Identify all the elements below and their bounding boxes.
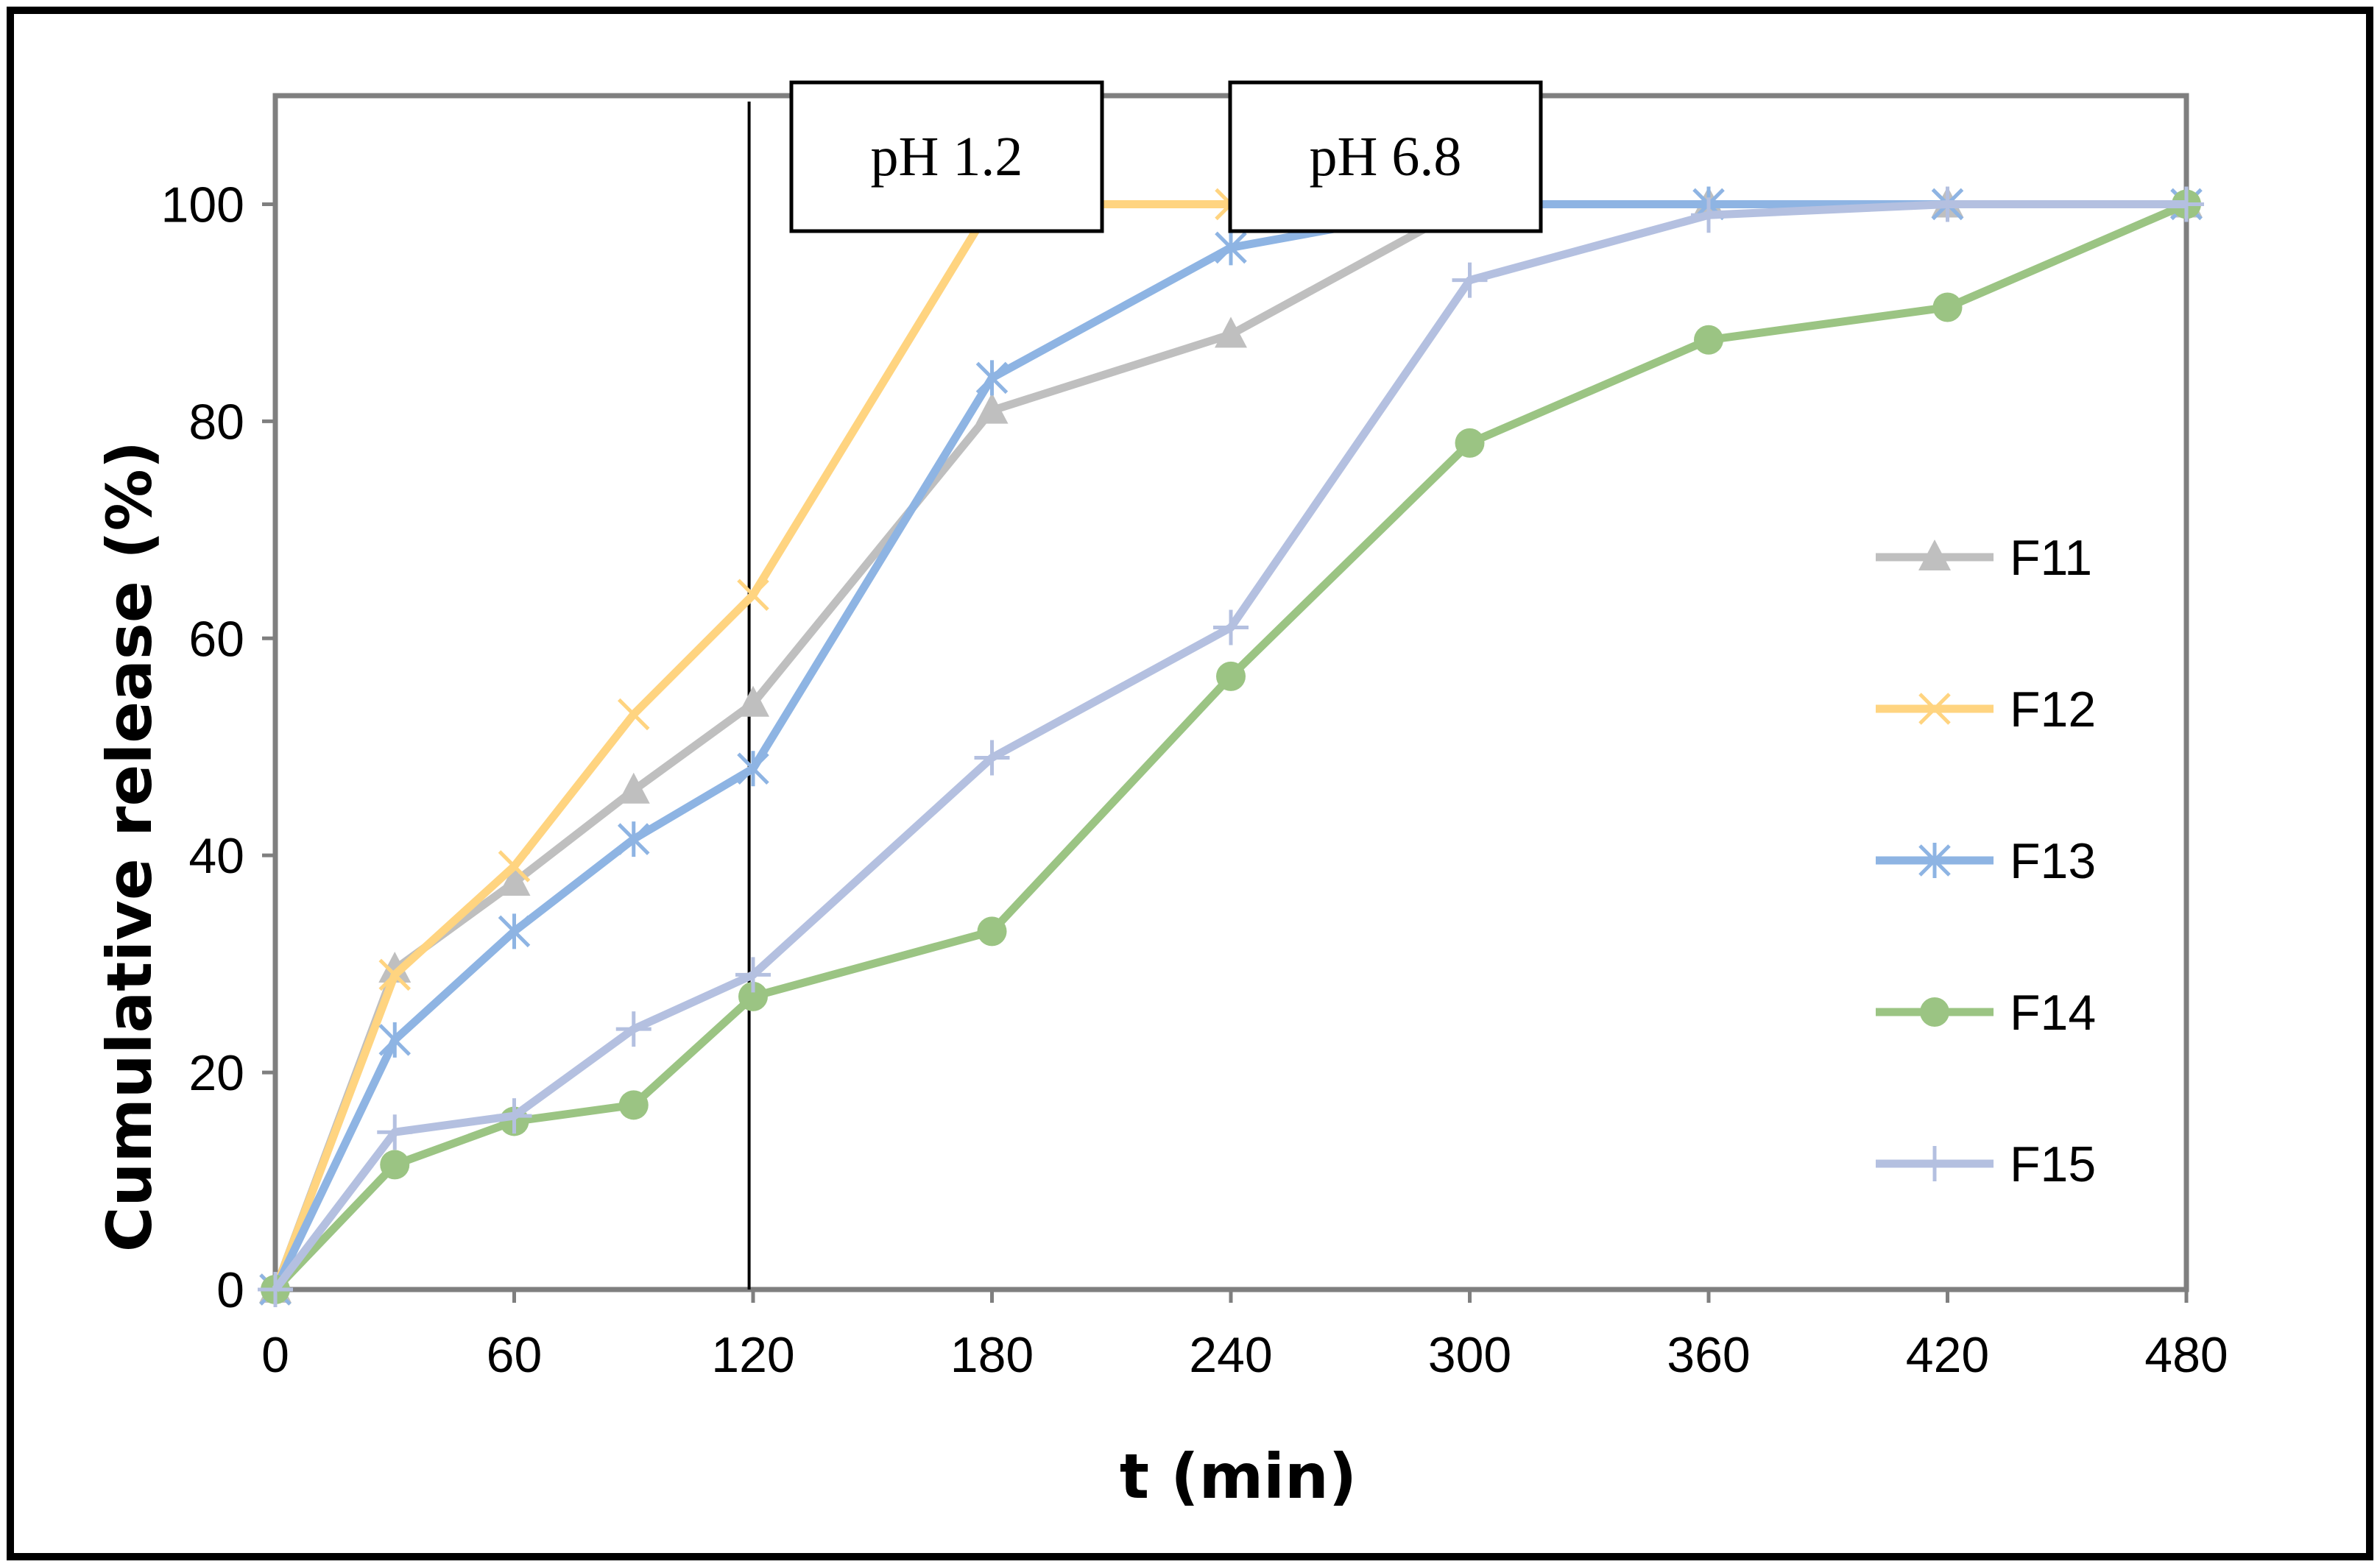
data-point-f14 <box>738 981 768 1011</box>
data-point-f12 <box>498 850 531 882</box>
data-point-f13 <box>617 821 650 857</box>
x-tick-label: 60 <box>487 1327 543 1383</box>
legend-label-f13: F13 <box>2010 833 2096 889</box>
legend-label-f11: F11 <box>2010 530 2092 586</box>
data-point-f14 <box>380 1150 410 1180</box>
data-point-f11 <box>617 772 650 804</box>
data-point-f12 <box>737 579 769 612</box>
legend-entry-f14: F14 <box>1876 985 2096 1041</box>
data-point-f15 <box>496 1098 532 1134</box>
data-point-f13 <box>737 751 769 787</box>
data-point-f14 <box>1932 292 1963 322</box>
y-axis-title: Cumulative release (%) <box>93 441 166 1252</box>
data-point-f13 <box>498 913 531 949</box>
x-tick-label: 480 <box>2144 1327 2228 1383</box>
x-axis-title: t (min) <box>1120 1440 1357 1513</box>
data-point-f11 <box>378 952 412 983</box>
data-point-f11 <box>737 685 769 717</box>
figure-frame <box>7 7 2373 1560</box>
x-tick-label: 120 <box>711 1327 794 1383</box>
data-point-f14 <box>1216 661 1246 691</box>
ph-1-2-box <box>789 80 1104 233</box>
y-tick-label: 80 <box>188 394 244 450</box>
data-point-f12 <box>617 698 650 731</box>
legend-label-f15: F15 <box>2010 1136 2096 1192</box>
data-point-f15 <box>2169 186 2204 222</box>
legend-marker-f14 <box>1920 997 1949 1027</box>
data-point-f12 <box>378 958 412 991</box>
data-point-f14 <box>618 1090 649 1120</box>
legend-marker-f11 <box>1918 540 1951 570</box>
data-point-f15 <box>258 1272 293 1307</box>
legend-entry-f15: F15 <box>1876 1136 2096 1192</box>
data-point-f11 <box>498 865 531 896</box>
y-tick-label: 60 <box>188 611 244 667</box>
y-tick-label: 40 <box>188 828 244 884</box>
x-tick-label: 240 <box>1189 1327 1272 1383</box>
legend-marker-f13 <box>1918 843 1951 878</box>
x-tick-label: 420 <box>1906 1327 1989 1383</box>
data-point-f13 <box>975 360 1009 396</box>
x-tick-label: 0 <box>261 1327 289 1383</box>
series-f15 <box>258 186 2204 1307</box>
legend-marker-f15 <box>1917 1146 1952 1181</box>
x-tick-label: 300 <box>1428 1327 1511 1383</box>
legend-marker-f12-stroke <box>1918 693 1951 725</box>
data-point-f15 <box>1691 197 1726 233</box>
data-point-f15 <box>974 740 1010 776</box>
legend-marker-f12 <box>1918 693 1951 725</box>
data-point-f14 <box>1694 325 1723 355</box>
y-tick-label: 20 <box>188 1045 244 1101</box>
ph-1-2-label: pH 1.2 <box>871 126 1023 188</box>
legend-entry-f11: F11 <box>1876 530 2092 586</box>
x-tick-label: 360 <box>1667 1327 1750 1383</box>
data-point-f15 <box>615 1011 652 1047</box>
ph-6-8-box <box>1228 80 1543 233</box>
data-point-f15 <box>377 1114 413 1150</box>
data-point-f15 <box>1213 609 1249 645</box>
data-point-f11 <box>1215 316 1247 348</box>
data-point-f14 <box>1455 428 1485 458</box>
data-point-f11 <box>975 392 1009 424</box>
legend: F11 F12 F13 F14 F15 <box>1876 530 2096 1192</box>
y-tick-label: 0 <box>216 1262 244 1318</box>
y-tick-label: 100 <box>161 177 244 233</box>
legend-label-f12: F12 <box>2010 682 2096 737</box>
ph-6-8-label: pH 6.8 <box>1310 126 1462 188</box>
data-point-f12-stroke <box>498 850 531 882</box>
x-tick-label: 180 <box>950 1327 1034 1383</box>
data-point-f14 <box>977 916 1007 947</box>
data-point-f13 <box>1215 230 1247 266</box>
data-point-f12-stroke <box>737 579 769 612</box>
data-point-f15 <box>1452 262 1488 298</box>
legend-entry-f13: F13 <box>1876 833 2096 889</box>
data-point-f13 <box>378 1022 412 1058</box>
legend-label-f14: F14 <box>2010 985 2096 1041</box>
data-point-f15 <box>735 957 771 993</box>
data-point-f15 <box>1929 186 1966 222</box>
data-point-f12-stroke <box>617 698 650 731</box>
data-point-f12-stroke <box>378 958 412 991</box>
legend-entry-f12: F12 <box>1876 682 2096 737</box>
